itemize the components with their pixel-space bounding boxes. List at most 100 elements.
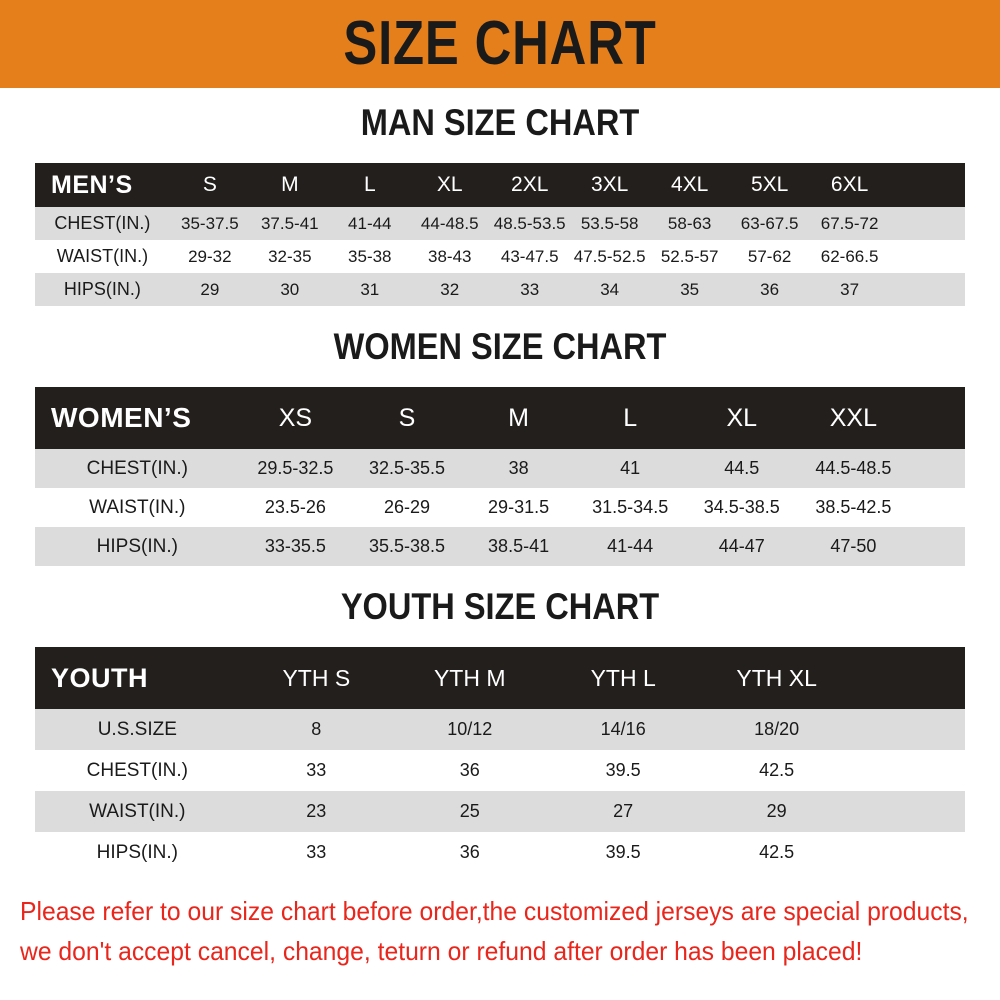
cell-man-1-4: 43-47.5 — [500, 246, 559, 266]
cell-man-2-5: 34 — [600, 279, 620, 299]
cell-women-1-4: 34.5-38.5 — [703, 497, 780, 517]
table-header-row-man: MEN’S S M L XL 2XL 3XL 4XL 5XL 6XL — [35, 163, 965, 207]
cell-man-1-6: 52.5-57 — [660, 246, 719, 266]
column-header-filler-women — [909, 387, 965, 449]
cell-man-0-0: 35-37.5 — [181, 213, 239, 233]
cell-man-1-7: 57-62 — [747, 246, 792, 266]
cell-filler-man-1 — [890, 240, 965, 273]
table-row: WAIST(IN.) 23 25 27 29 — [35, 791, 965, 832]
cell-youth-3-3: 42.5 — [759, 842, 795, 862]
cell-man-0-8: 67.5-72 — [820, 213, 879, 233]
cell-women-2-5: 47-50 — [830, 536, 877, 556]
cell-women-1-2: 29-31.5 — [488, 497, 550, 517]
cell-man-1-0: 29-32 — [188, 246, 232, 266]
cell-women-1-0: 23.5-26 — [264, 497, 326, 517]
row-label-women-0: CHEST(IN.) — [86, 457, 188, 479]
column-header-man-1: M — [281, 173, 299, 196]
row-label-man-0: CHEST(IN.) — [54, 213, 151, 233]
cell-youth-3-1: 36 — [459, 842, 480, 862]
size-table-wrap-man: MEN’S S M L XL 2XL 3XL 4XL 5XL 6XL CHEST(IN.) 35-37… — [35, 163, 965, 306]
cell-man-2-7: 36 — [760, 279, 780, 299]
column-header-man-7: 5XL — [750, 173, 789, 196]
cell-man-1-8: 62-66.5 — [820, 246, 879, 266]
cell-filler-women-2 — [909, 527, 965, 566]
table-row: HIPS(IN.) 33-35.5 35.5-38.5 38.5-41 41-44 44-… — [35, 527, 965, 566]
cell-man-2-4: 33 — [520, 279, 540, 299]
column-header-women-4: XL — [726, 403, 758, 432]
cell-youth-2-2: 27 — [613, 801, 634, 821]
cell-man-0-4: 48.5-53.5 — [493, 213, 566, 233]
cell-youth-0-3: 18/20 — [754, 719, 800, 739]
column-header-man-4: 2XL — [511, 173, 549, 196]
table-header-row-youth: YOUTH YTH S YTH M YTH L YTH XL — [35, 647, 965, 709]
table-row: HIPS(IN.) 33 36 39.5 42.5 — [35, 832, 965, 873]
table-row: HIPS(IN.) 29 30 31 32 33 34 35 36 37 — [35, 273, 965, 306]
cell-man-0-7: 63-67.5 — [740, 213, 799, 233]
cell-women-1-3: 31.5-34.5 — [592, 497, 669, 517]
table-header-label-man: MEN’S — [51, 170, 133, 199]
column-header-man-2: L — [363, 173, 376, 196]
cell-women-1-1: 26-29 — [383, 497, 430, 517]
page-title: SIZE CHART — [343, 9, 657, 78]
cell-man-0-5: 53.5-58 — [580, 213, 639, 233]
size-table-youth: YOUTH YTH S YTH M YTH L YTH XL U.S.SIZE 8 10/12… — [35, 647, 965, 873]
cell-filler-youth-0 — [853, 709, 965, 750]
cell-man-0-1: 37.5-41 — [260, 213, 319, 233]
row-label-women-1: WAIST(IN.) — [89, 496, 186, 518]
cell-youth-0-1: 10/12 — [447, 719, 493, 739]
cell-filler-women-1 — [909, 488, 965, 527]
cell-youth-0-2: 14/16 — [600, 719, 646, 739]
size-table-women: WOMEN’S XS S M L XL XXL CHEST(IN.) 29.5-32.5 32.5… — [35, 387, 965, 566]
cell-man-2-8: 37 — [840, 279, 860, 299]
cell-filler-man-2 — [890, 273, 965, 306]
cell-man-1-3: 38-43 — [428, 246, 472, 266]
size-section-youth: YOUTH SIZE CHART YOUTH YTH S YTH M YTH L YTH … — [0, 588, 1000, 873]
cell-man-2-0: 29 — [200, 279, 220, 299]
column-header-filler-youth — [853, 647, 965, 709]
cell-youth-1-1: 36 — [459, 760, 480, 780]
row-label-youth-1: CHEST(IN.) — [86, 759, 188, 781]
policy-note-line-2: we don't accept cancel, change, teturn o… — [20, 936, 863, 967]
cell-youth-2-3: 29 — [766, 801, 787, 821]
cell-filler-youth-2 — [853, 791, 965, 832]
cell-man-1-5: 47.5-52.5 — [573, 246, 646, 266]
cell-women-0-0: 29.5-32.5 — [257, 458, 334, 478]
row-label-women-2: HIPS(IN.) — [96, 535, 178, 557]
column-header-women-3: L — [623, 403, 638, 432]
section-title-women: WOMEN SIZE CHART — [333, 326, 667, 367]
cell-women-0-2: 38 — [508, 458, 529, 478]
column-header-man-3: XL — [436, 173, 463, 196]
table-row: U.S.SIZE 8 10/12 14/16 18/20 — [35, 709, 965, 750]
row-label-youth-3: HIPS(IN.) — [96, 841, 178, 863]
table-row: WAIST(IN.) 23.5-26 26-29 29-31.5 31.5-34.5 34… — [35, 488, 965, 527]
cell-youth-2-0: 23 — [306, 801, 327, 821]
cell-man-0-3: 44-48.5 — [420, 213, 479, 233]
page-banner: SIZE CHART — [0, 0, 1000, 88]
policy-note-line-1: Please refer to our size chart before or… — [20, 896, 969, 926]
size-table-wrap-youth: YOUTH YTH S YTH M YTH L YTH XL U.S.SIZE 8 10/12… — [35, 647, 965, 873]
column-header-women-1: S — [398, 403, 416, 432]
cell-women-2-1: 35.5-38.5 — [368, 536, 446, 556]
cell-filler-man-0 — [890, 207, 965, 240]
cell-women-2-0: 33-35.5 — [264, 536, 326, 556]
table-row: WAIST(IN.) 29-32 32-35 35-38 38-43 43-47.5 47.… — [35, 240, 965, 273]
row-label-man-1: WAIST(IN.) — [56, 246, 149, 266]
cell-man-2-6: 35 — [680, 279, 700, 299]
cell-women-2-4: 44-47 — [718, 536, 765, 556]
cell-man-1-1: 32-35 — [268, 246, 312, 266]
size-table-man: MEN’S S M L XL 2XL 3XL 4XL 5XL 6XL CHEST(IN.) 35-37… — [35, 163, 965, 306]
cell-youth-1-0: 33 — [306, 760, 327, 780]
cell-filler-youth-3 — [853, 832, 965, 873]
section-title-youth: YOUTH SIZE CHART — [340, 586, 660, 627]
section-title-man: MAN SIZE CHART — [360, 102, 640, 143]
cell-filler-women-0 — [909, 449, 965, 488]
table-row: CHEST(IN.) 29.5-32.5 32.5-35.5 38 41 44.5 44.5… — [35, 449, 965, 488]
cell-youth-2-1: 25 — [459, 801, 480, 821]
policy-note: Please refer to our size chart before or… — [20, 891, 969, 972]
cell-youth-3-0: 33 — [306, 842, 327, 862]
cell-man-2-1: 30 — [280, 279, 300, 299]
cell-women-0-5: 44.5-48.5 — [815, 458, 892, 478]
cell-youth-1-2: 39.5 — [605, 760, 641, 780]
cell-man-0-2: 41-44 — [348, 213, 392, 233]
column-header-filler-man — [890, 163, 965, 207]
